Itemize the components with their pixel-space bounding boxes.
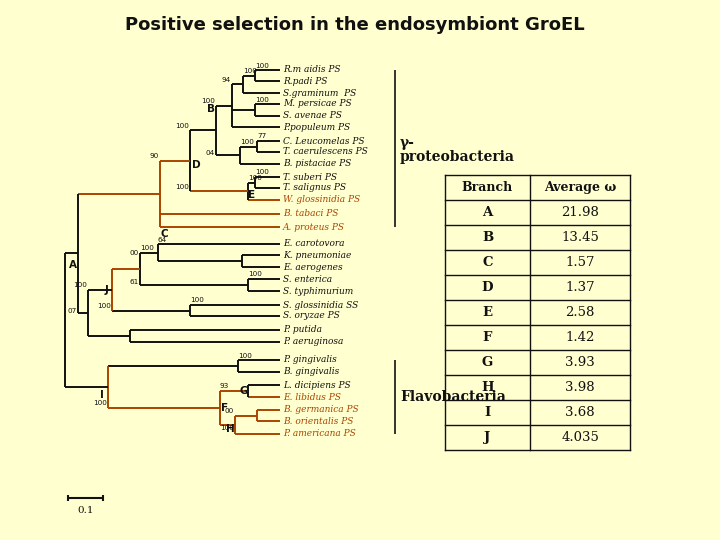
Text: proteobacteria: proteobacteria (400, 150, 515, 164)
Text: I: I (485, 406, 490, 419)
Text: 100: 100 (255, 97, 269, 103)
Text: 100: 100 (140, 245, 154, 251)
Text: J: J (104, 285, 108, 295)
Text: 00: 00 (225, 408, 234, 414)
Text: B. tabaci PS: B. tabaci PS (283, 210, 338, 219)
Text: 100: 100 (175, 123, 189, 129)
Text: P. americana PS: P. americana PS (283, 429, 356, 438)
Text: G: G (240, 386, 248, 396)
Text: 100: 100 (248, 175, 262, 181)
Text: H: H (225, 424, 235, 434)
Text: 94: 94 (222, 77, 231, 83)
Text: S. oryzae PS: S. oryzae PS (283, 312, 340, 321)
Text: D: D (482, 281, 493, 294)
Text: 100: 100 (201, 98, 215, 104)
Text: D: D (192, 160, 200, 170)
Text: J: J (485, 431, 490, 444)
Text: 04: 04 (206, 150, 215, 156)
Text: E: E (482, 306, 492, 319)
Text: 100: 100 (175, 184, 189, 190)
Text: 1.42: 1.42 (565, 331, 595, 344)
Text: T. suberi PS: T. suberi PS (283, 172, 337, 181)
Text: 1.57: 1.57 (565, 256, 595, 269)
Text: 13.45: 13.45 (561, 231, 599, 244)
Text: Branch: Branch (462, 181, 513, 194)
Text: 0.1: 0.1 (77, 506, 94, 515)
Text: 3.98: 3.98 (565, 381, 595, 394)
Text: 100: 100 (220, 426, 234, 431)
Text: Positive selection in the endosymbiont GroEL: Positive selection in the endosymbiont G… (125, 16, 585, 34)
Text: P. putida: P. putida (283, 326, 322, 334)
Text: R.m aidis PS: R.m aidis PS (283, 65, 341, 75)
Text: 100: 100 (243, 68, 257, 74)
Text: G: G (482, 356, 493, 369)
Text: H: H (481, 381, 494, 394)
Text: 21.98: 21.98 (561, 206, 599, 219)
Text: 93: 93 (220, 383, 229, 389)
Text: F: F (483, 331, 492, 344)
Text: C: C (482, 256, 492, 269)
Text: B: B (482, 231, 493, 244)
Text: B. germanica PS: B. germanica PS (283, 406, 359, 415)
Text: 3.68: 3.68 (565, 406, 595, 419)
Text: Average ω: Average ω (544, 181, 616, 194)
Text: S. avenae PS: S. avenae PS (283, 111, 342, 120)
Text: 07: 07 (68, 308, 77, 314)
Text: K. pneumoniae: K. pneumoniae (283, 251, 351, 260)
Text: A: A (482, 206, 492, 219)
Text: 4.035: 4.035 (561, 431, 599, 444)
Text: 100: 100 (238, 353, 252, 359)
Text: B. gingivalis: B. gingivalis (283, 368, 339, 376)
Text: S. enterica: S. enterica (283, 274, 332, 284)
Text: 100: 100 (240, 139, 254, 145)
Text: E. carotovora: E. carotovora (283, 240, 344, 248)
Text: S. typhimurium: S. typhimurium (283, 287, 354, 295)
Text: E. aerogenes: E. aerogenes (283, 262, 343, 272)
Text: 3.93: 3.93 (565, 356, 595, 369)
Text: R.padi PS: R.padi PS (283, 77, 328, 85)
Text: P. gingivalis: P. gingivalis (283, 355, 337, 364)
Text: W. glossinidia PS: W. glossinidia PS (283, 195, 360, 205)
Text: C: C (160, 229, 168, 239)
Text: C. Leucomelas PS: C. Leucomelas PS (283, 137, 364, 145)
Text: 100: 100 (255, 170, 269, 176)
Text: 00: 00 (130, 250, 139, 256)
Text: B. orientalis PS: B. orientalis PS (283, 416, 354, 426)
Text: 2.58: 2.58 (565, 306, 595, 319)
Text: B. pistaciae PS: B. pistaciae PS (283, 159, 351, 168)
Text: 100: 100 (73, 282, 87, 288)
Text: 100: 100 (97, 303, 111, 309)
Text: T. salignus PS: T. salignus PS (283, 184, 346, 192)
Text: 64: 64 (158, 237, 167, 242)
Text: A: A (69, 260, 77, 271)
Text: Flavobacteria: Flavobacteria (400, 390, 506, 404)
Text: I: I (100, 390, 104, 400)
Text: 1.37: 1.37 (565, 281, 595, 294)
Text: 90: 90 (150, 153, 159, 159)
Text: 100: 100 (93, 400, 107, 407)
Text: 100: 100 (255, 63, 269, 69)
Text: γ-: γ- (400, 136, 415, 150)
Text: 100: 100 (248, 272, 262, 278)
Text: 100: 100 (190, 298, 204, 303)
Text: E. libidus PS: E. libidus PS (283, 393, 341, 402)
Text: F: F (222, 403, 228, 413)
Text: B: B (207, 104, 215, 113)
Text: S. glossinidia SS: S. glossinidia SS (283, 300, 359, 309)
Text: M. persicae PS: M. persicae PS (283, 99, 351, 109)
Text: 61: 61 (130, 280, 139, 286)
Text: S.graminum  PS: S.graminum PS (283, 89, 356, 98)
Text: E: E (248, 190, 256, 200)
Text: T. caerulescens PS: T. caerulescens PS (283, 147, 368, 157)
Text: L. dicipiens PS: L. dicipiens PS (283, 381, 351, 389)
Text: 77: 77 (257, 133, 266, 139)
Text: A. proteus PS: A. proteus PS (283, 222, 345, 232)
Text: P.populeum PS: P.populeum PS (283, 123, 350, 132)
Text: P. aeruginosa: P. aeruginosa (283, 338, 343, 347)
